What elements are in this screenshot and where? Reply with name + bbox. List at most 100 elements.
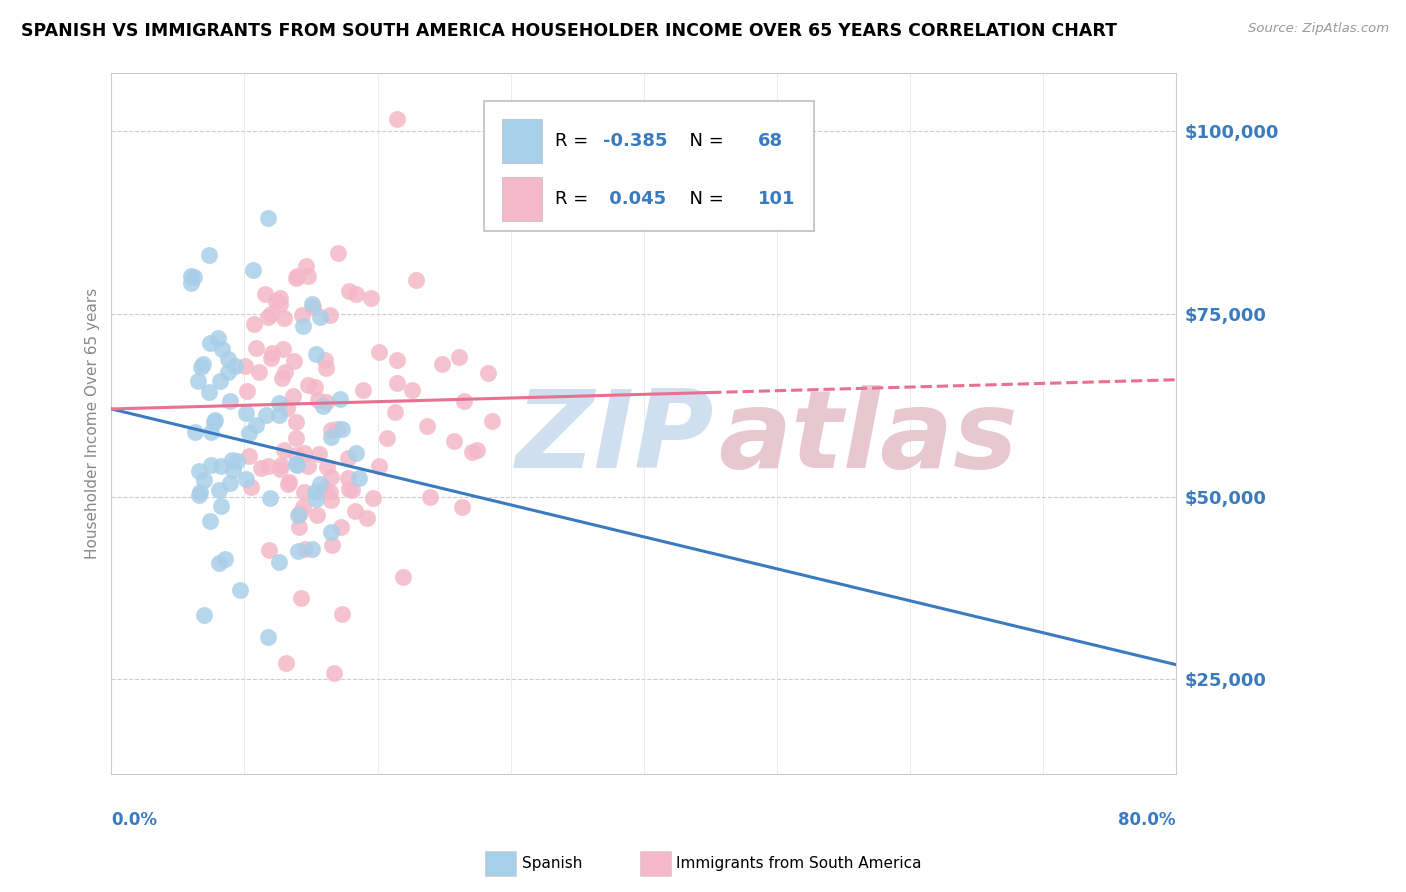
- Point: [304, 380, 326, 394]
- Text: 0.0%: 0.0%: [111, 811, 157, 829]
- Point: [260, 346, 283, 360]
- Point: [287, 458, 309, 472]
- Point: [242, 262, 264, 277]
- Point: [315, 394, 337, 409]
- Point: [273, 443, 295, 458]
- Point: [197, 248, 219, 262]
- Point: [330, 520, 353, 534]
- Point: [245, 341, 267, 355]
- Point: [304, 485, 326, 500]
- Point: [257, 458, 280, 473]
- Point: [304, 491, 326, 506]
- Point: [277, 476, 299, 491]
- Point: [336, 471, 359, 485]
- Point: [228, 582, 250, 597]
- Point: [321, 524, 343, 539]
- Point: [308, 447, 330, 461]
- Point: [461, 445, 484, 459]
- Point: [269, 291, 291, 305]
- Point: [183, 425, 205, 439]
- Point: [257, 310, 280, 324]
- Point: [352, 384, 374, 398]
- Point: [344, 446, 367, 460]
- Point: [281, 389, 304, 403]
- Point: [385, 376, 408, 390]
- Point: [297, 458, 319, 473]
- Point: [260, 351, 283, 365]
- Point: [336, 451, 359, 466]
- Point: [360, 291, 382, 305]
- Point: [187, 487, 209, 501]
- Point: [328, 246, 350, 260]
- Text: ZIP: ZIP: [516, 384, 714, 491]
- Point: [384, 405, 406, 419]
- Point: [284, 448, 307, 462]
- Point: [308, 477, 330, 491]
- Point: [257, 543, 280, 558]
- Point: [193, 473, 215, 487]
- FancyBboxPatch shape: [502, 120, 543, 162]
- Point: [238, 426, 260, 441]
- Point: [238, 449, 260, 463]
- Point: [368, 344, 391, 359]
- Point: [477, 367, 499, 381]
- Point: [291, 500, 314, 514]
- Point: [288, 520, 311, 534]
- Point: [235, 406, 257, 420]
- Point: [297, 268, 319, 283]
- Point: [285, 269, 308, 284]
- Point: [337, 482, 360, 496]
- Point: [319, 429, 342, 443]
- Point: [208, 483, 231, 497]
- Point: [481, 414, 503, 428]
- Point: [294, 542, 316, 557]
- Point: [211, 342, 233, 356]
- Point: [314, 483, 336, 497]
- Text: 68: 68: [758, 132, 783, 150]
- Text: N =: N =: [678, 132, 730, 150]
- Point: [416, 419, 439, 434]
- Point: [319, 470, 342, 484]
- Point: [202, 415, 225, 429]
- Point: [214, 552, 236, 566]
- Point: [274, 365, 297, 379]
- Point: [218, 476, 240, 491]
- Point: [447, 350, 470, 364]
- Point: [270, 458, 292, 473]
- Point: [221, 453, 243, 467]
- Point: [288, 506, 311, 520]
- Point: [257, 630, 280, 644]
- Point: [385, 112, 408, 126]
- Point: [361, 491, 384, 505]
- Point: [190, 359, 212, 374]
- Point: [284, 271, 307, 285]
- Point: [267, 408, 290, 422]
- Point: [180, 276, 202, 290]
- Point: [187, 464, 209, 478]
- Point: [316, 459, 339, 474]
- Point: [295, 259, 318, 273]
- Point: [321, 538, 343, 552]
- Point: [325, 422, 347, 436]
- Point: [239, 480, 262, 494]
- Text: Source: ZipAtlas.com: Source: ZipAtlas.com: [1249, 22, 1389, 36]
- Point: [291, 318, 314, 333]
- Text: 0.045: 0.045: [603, 190, 666, 208]
- Point: [309, 310, 332, 324]
- Point: [269, 296, 291, 310]
- Point: [329, 392, 352, 406]
- Point: [451, 500, 474, 515]
- Point: [222, 463, 245, 477]
- Text: SPANISH VS IMMIGRANTS FROM SOUTH AMERICA HOUSEHOLDER INCOME OVER 65 YEARS CORREL: SPANISH VS IMMIGRANTS FROM SOUTH AMERICA…: [21, 22, 1118, 40]
- Text: 80.0%: 80.0%: [1118, 811, 1175, 829]
- Point: [224, 359, 246, 373]
- Point: [276, 656, 298, 670]
- Point: [465, 443, 488, 458]
- Point: [319, 308, 342, 322]
- Point: [315, 361, 337, 376]
- Text: Immigrants from South America: Immigrants from South America: [676, 856, 922, 871]
- Text: atlas: atlas: [718, 384, 1018, 491]
- Point: [297, 378, 319, 392]
- Point: [342, 483, 364, 497]
- Point: [356, 511, 378, 525]
